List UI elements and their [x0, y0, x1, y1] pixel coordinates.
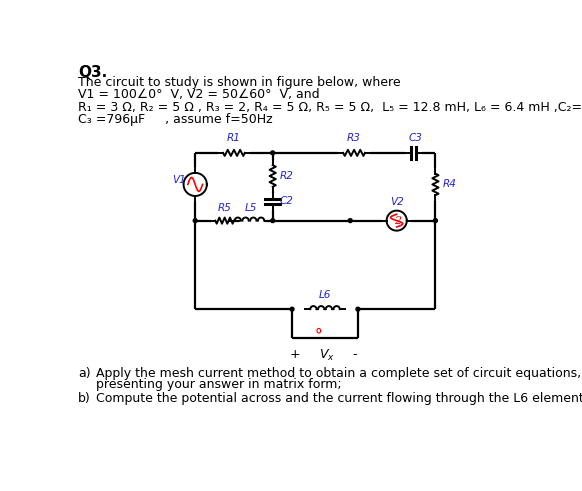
Text: R₁ = 3 Ω, R₂ = 5 Ω , R₃ = 2, R₄ = 5 Ω, R₅ = 5 Ω,  L₅ = 12.8 mH, L₆ = 6.4 mH ,C₂=: R₁ = 3 Ω, R₂ = 5 Ω , R₃ = 2, R₄ = 5 Ω, R…	[78, 101, 582, 113]
Circle shape	[271, 218, 275, 222]
Text: V1 = 100∠0°  V, V2 = 50∠60°  V, and: V1 = 100∠0° V, V2 = 50∠60° V, and	[78, 88, 320, 101]
Text: b): b)	[78, 391, 91, 405]
Text: C3: C3	[409, 133, 422, 143]
Text: a): a)	[78, 367, 91, 380]
Text: Compute the potential across and the current flowing through the L6 elements.: Compute the potential across and the cur…	[96, 391, 582, 405]
Text: V1: V1	[172, 175, 186, 185]
Text: V2: V2	[390, 197, 403, 207]
Text: R4: R4	[443, 179, 457, 190]
Text: $V_x$: $V_x$	[319, 348, 335, 363]
Text: -: -	[353, 348, 357, 361]
Circle shape	[348, 218, 352, 222]
Circle shape	[434, 218, 438, 222]
Text: L6: L6	[319, 290, 331, 300]
Text: Apply the mesh current method to obtain a complete set of circuit equations,: Apply the mesh current method to obtain …	[96, 367, 581, 380]
Text: L5: L5	[245, 203, 257, 213]
Text: R5: R5	[218, 203, 232, 213]
Text: R3: R3	[347, 133, 361, 143]
Text: 2: 2	[394, 217, 401, 226]
Text: Q3.: Q3.	[78, 65, 108, 80]
Circle shape	[356, 307, 360, 311]
Text: C2: C2	[280, 196, 293, 206]
Text: C₃ =796μF     , assume f=50Hz: C₃ =796μF , assume f=50Hz	[78, 113, 273, 126]
Text: presenting your answer in matrix form;: presenting your answer in matrix form;	[96, 378, 342, 391]
Text: +: +	[290, 348, 300, 361]
Text: R1: R1	[227, 133, 241, 143]
Text: The circuit to study is shown in figure below, where: The circuit to study is shown in figure …	[78, 76, 401, 89]
Text: R2: R2	[280, 171, 293, 181]
Circle shape	[290, 307, 294, 311]
Circle shape	[271, 151, 275, 155]
Circle shape	[193, 218, 197, 222]
